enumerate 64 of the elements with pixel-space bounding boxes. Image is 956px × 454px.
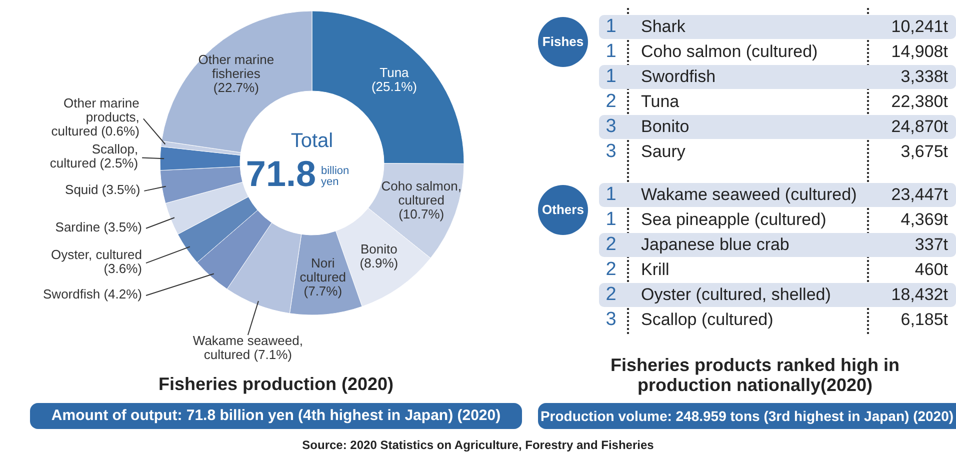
text: Production volume: 248.959 tons (3rd highest in Japan) (2020) — [538, 403, 956, 429]
slice-label: Bonito — [360, 242, 398, 257]
text: 460t — [914, 259, 948, 281]
text: 3,338t — [900, 66, 948, 88]
text: Japanese blue crab — [640, 234, 790, 256]
text: Scallop (cultured) — [640, 309, 774, 331]
text: 337t — [914, 234, 948, 256]
text: 3 — [604, 140, 618, 164]
text: 6,185t — [900, 309, 948, 331]
data-label: (25.1%) — [371, 79, 417, 94]
slice-label: Tuna — [380, 65, 410, 80]
text: 71.8 — [246, 153, 316, 194]
text: 1 — [604, 208, 618, 232]
text: Saury — [640, 141, 686, 163]
data-label: (10.7%) — [398, 206, 444, 222]
text: 14,908t — [891, 41, 948, 63]
text: Bonito — [640, 116, 690, 138]
text: 2 — [604, 90, 618, 114]
text: 24,870t — [891, 116, 948, 138]
slice-label: Wakame seaweed, cultured (7.1%) — [192, 333, 303, 362]
text: 10,241t — [891, 16, 948, 38]
text: 2 — [604, 283, 618, 307]
text: 1 — [604, 40, 618, 64]
slice-label: Coho salmon, cultured — [381, 178, 462, 208]
slice-label: Other marine products, cultured (0.6%) — [51, 96, 140, 139]
source-note: Source: 2020 Statistics on Agriculture, Forestry and Fisheries — [301, 438, 655, 452]
data-label: (8.9%) — [360, 256, 398, 271]
text: 22,380t — [891, 91, 948, 113]
data-label: (3.6%) — [104, 261, 142, 276]
text: 1 — [604, 65, 618, 89]
text: Oyster (cultured, shelled) — [640, 284, 831, 306]
text: Fisheries products ranked high in production nationally(2020) — [609, 355, 901, 395]
text: 18,432t — [891, 284, 948, 306]
slice-label: Other marine fisheries — [198, 52, 274, 82]
slice-label: Swordfish (4.2%) — [43, 286, 142, 302]
text: Krill — [640, 259, 670, 281]
text: Others — [538, 185, 588, 235]
text: 3,675t — [900, 141, 948, 163]
text: 2 — [604, 258, 618, 282]
text: Total — [290, 130, 334, 152]
text: Fishes — [538, 17, 588, 67]
slice-label: Sardine (3.5%) — [55, 219, 142, 234]
text: 1 — [604, 15, 618, 39]
text: 3 — [604, 115, 618, 139]
text: 3 — [604, 308, 618, 332]
text: 1 — [604, 183, 618, 207]
text: 2 — [604, 233, 618, 257]
text: Fisheries production (2020) — [157, 374, 395, 394]
text: 23,447t — [891, 184, 948, 206]
text: Amount of output: 71.8 billion yen (4th highest in Japan) (2020) — [30, 403, 522, 429]
text: 4,369t — [900, 209, 948, 231]
text: billion yen — [321, 165, 350, 188]
data-label: (7.7%) — [304, 283, 342, 298]
slice-label: Nori cultured — [300, 255, 346, 284]
slice-label: Scallop, cultured (2.5%) — [50, 142, 138, 171]
text: Swordfish — [640, 66, 716, 88]
text: Coho salmon (cultured) — [640, 41, 818, 63]
text: Tuna — [640, 91, 680, 113]
data-label: (22.7%) — [213, 80, 259, 96]
text: Wakame seaweed (cultured) — [640, 184, 857, 206]
text: Shark — [640, 16, 686, 38]
slice-label: Oyster, cultured — [50, 247, 142, 262]
slice-label: Squid (3.5%) — [65, 182, 140, 197]
text: Sea pineapple (cultured) — [640, 209, 826, 231]
